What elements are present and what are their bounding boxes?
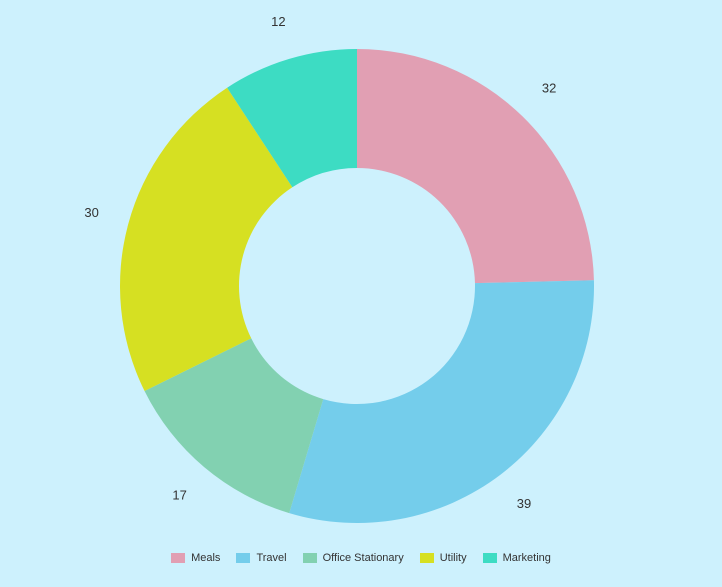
legend-label: Utility (439, 552, 467, 564)
legend-label: Meals (191, 552, 221, 564)
legend-item-marketing[interactable]: Marketing (482, 552, 551, 564)
legend-swatch (302, 553, 317, 563)
data-label-marketing: 12 (271, 14, 285, 29)
legend-label: Marketing (502, 552, 551, 564)
legend-swatch (236, 553, 251, 563)
slice-travel (289, 280, 594, 523)
legend-label: Travel (256, 552, 287, 564)
legend-swatch (171, 553, 186, 563)
data-label-office-stationary: 17 (172, 488, 186, 503)
data-label-utility: 30 (84, 205, 98, 220)
chart-legend: Meals Travel Office Stationary Utility Marke… (0, 552, 722, 564)
slice-office-stationary (144, 338, 324, 514)
legend-swatch (419, 553, 434, 563)
legend-label: Office Stationary (322, 552, 404, 564)
slice-utility (119, 87, 293, 392)
legend-item-travel[interactable]: Travel (236, 552, 287, 564)
legend-item-utility[interactable]: Utility (419, 552, 467, 564)
data-label-travel: 39 (517, 496, 531, 511)
legend-item-office-stationary[interactable]: Office Stationary (302, 552, 404, 564)
data-label-meals: 32 (542, 81, 556, 96)
slice-marketing (227, 49, 357, 188)
slice-meals (357, 49, 594, 284)
legend-item-meals[interactable]: Meals (171, 552, 220, 564)
legend-swatch (482, 553, 497, 563)
